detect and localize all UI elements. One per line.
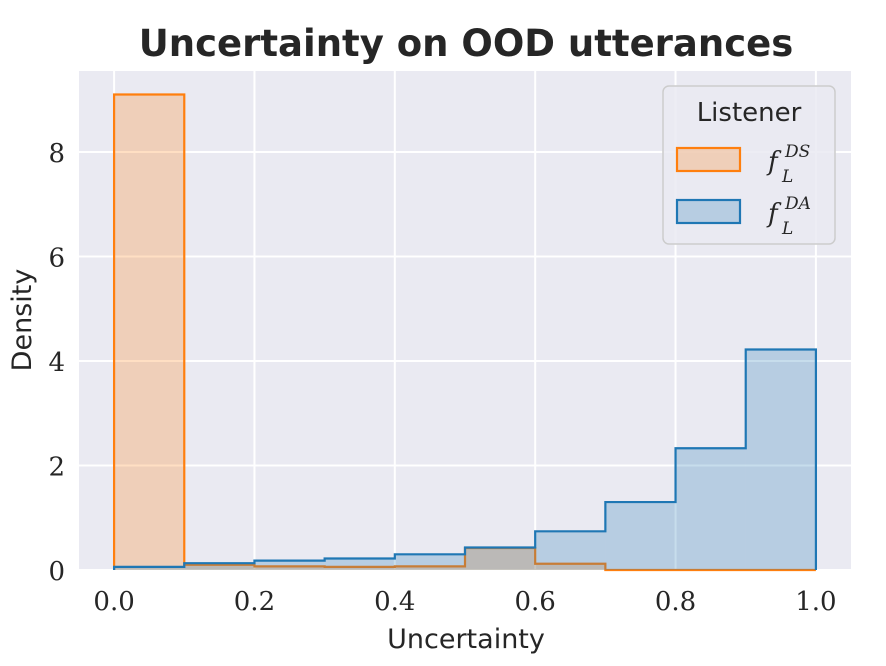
bar-series-1-bin-0 xyxy=(114,566,185,570)
y-tick-label-1: 2 xyxy=(48,452,65,482)
bar-series-0-bin-3 xyxy=(324,566,395,570)
x-axis-ticks: 0.0 0.2 0.4 0.6 0.8 1.0 xyxy=(93,587,836,617)
y-axis-label: Density xyxy=(7,269,38,372)
legend-swatch-0 xyxy=(675,146,742,173)
legend-label-sup-0: DS xyxy=(784,142,810,162)
bar-series-1-bin-2 xyxy=(254,560,325,570)
x-tick-label-1: 0.2 xyxy=(234,587,275,617)
legend-label-sup-1: DA xyxy=(784,194,811,214)
y-tick-label-0: 0 xyxy=(48,557,65,587)
x-tick-label-4: 0.8 xyxy=(655,587,696,617)
step-outline-series-1 xyxy=(112,348,818,570)
bar-series-1-bin-6 xyxy=(535,531,606,570)
y-tick-label-3: 6 xyxy=(48,243,65,273)
legend-box xyxy=(662,85,836,245)
bar-series-0-bin-0 xyxy=(114,94,185,570)
bar-series-1-bin-7 xyxy=(605,502,676,570)
bar-series-1-bin-9 xyxy=(745,349,816,570)
y-tick-label-4: 8 xyxy=(48,139,65,169)
chart-title: Uncertainty on OOD utterances xyxy=(139,22,794,65)
bar-series-0-bin-1 xyxy=(184,564,255,570)
y-axis-ticks: 0 2 4 6 8 xyxy=(48,139,65,587)
bar-series-1-bin-3 xyxy=(324,558,395,570)
legend-label-sub-1: L xyxy=(781,219,793,239)
legend-title: Listener xyxy=(697,98,802,128)
y-tick-label-2: 4 xyxy=(48,348,65,378)
histogram-bars xyxy=(112,93,818,572)
x-tick-label-3: 0.6 xyxy=(515,587,556,617)
bar-series-1-bin-4 xyxy=(394,554,465,570)
x-axis-label: Uncertainty xyxy=(387,624,545,655)
legend-swatch-1 xyxy=(675,198,742,225)
bar-series-0-bin-5 xyxy=(465,548,536,570)
bar-series-1-bin-5 xyxy=(465,547,536,570)
x-tick-label-2: 0.4 xyxy=(374,587,415,617)
series-1 xyxy=(112,348,818,570)
series-0 xyxy=(112,93,816,572)
bar-series-0-bin-2 xyxy=(254,566,325,570)
legend-label-sub-0: L xyxy=(781,167,793,187)
x-tick-label-0: 0.0 xyxy=(93,587,134,617)
bar-series-1-bin-8 xyxy=(675,448,746,570)
bar-series-1-bin-1 xyxy=(184,563,255,570)
x-tick-label-5: 1.0 xyxy=(795,587,836,617)
bar-series-0-bin-4 xyxy=(394,566,465,570)
bar-series-0-bin-6 xyxy=(535,563,606,570)
